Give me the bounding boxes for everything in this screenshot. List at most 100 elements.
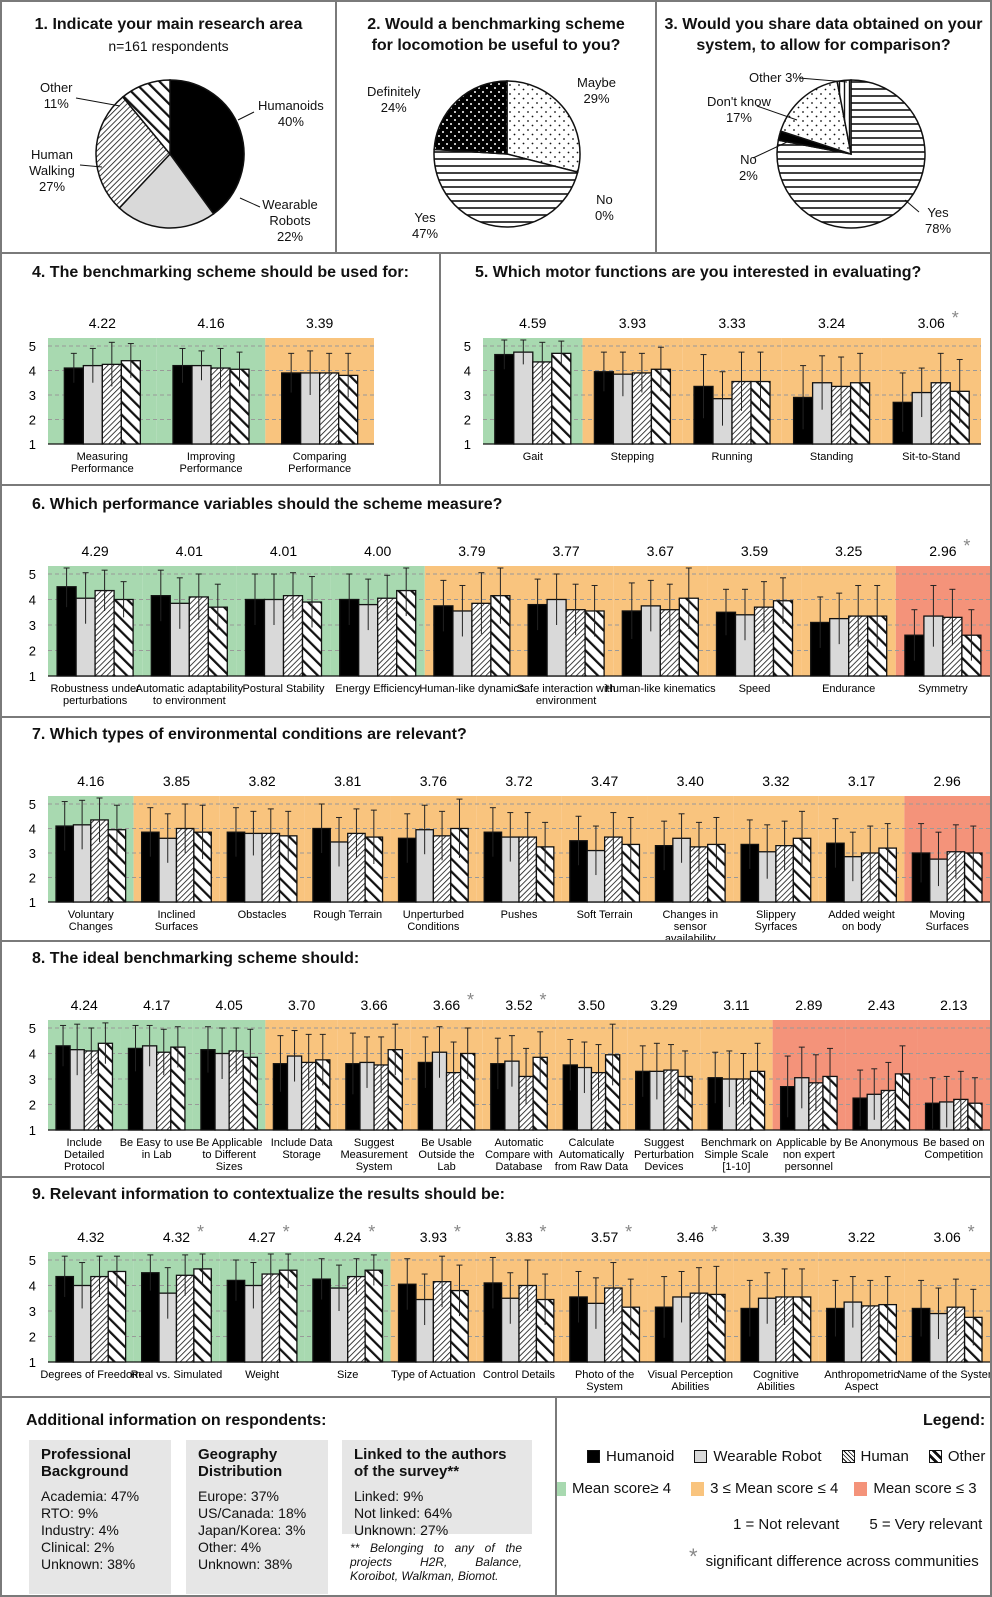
category-label: Suggest Perturbation Devices [634,1137,694,1173]
category-label: Sit-to-Stand [902,451,960,463]
mean-label: 4.01 [270,543,297,559]
significance-star: * [454,1222,461,1242]
significance-star: * [283,1222,290,1242]
linked-authors-box: Linked to the authors of the survey** Li… [342,1440,532,1538]
category-label: Human-like kinematics [605,683,716,695]
mean-label: 4.24 [71,997,98,1013]
mean-label: 2.13 [940,997,967,1013]
ideal-scheme-bar-chart: 1 2 3 4 5 4.24 Include Detailed Protocol 4.17 Be E… [29,990,990,1173]
pie-slice-maybe [506,80,581,174]
box-row: Industry: 4% [41,1522,119,1538]
pie-label-humanoids: Humanoids 40% [258,98,324,129]
y-tick-label: 5 [29,339,36,354]
legend-scale-high: 5 = Very relevant [869,1516,983,1533]
y-tick-label: 2 [29,413,36,428]
category-label: Applicable by non expert personnel [776,1137,842,1173]
mean-label: 3.93 [619,315,646,331]
y-tick-label: 4 [29,1279,36,1294]
panel-title: 7. Which types of environmental conditio… [32,726,467,743]
y-tick-label: 4 [29,1047,36,1062]
category-label: Standing [810,451,853,463]
legend-red: Mean score ≤ 3 [873,1480,977,1497]
mean-label: 3.29 [650,997,677,1013]
box-heading: Linked to the authors of the survey** [354,1446,507,1480]
box-row: Europe: 37% [198,1488,279,1504]
panel-usage: 4. The benchmarking scheme should be use… [0,252,441,486]
leader-line [756,105,798,121]
mean-label: 4.17 [143,997,170,1013]
box-row: Other: 4% [198,1539,262,1555]
legend-humanoid: Humanoid [606,1448,675,1465]
category-label: Robustness under perturbations [50,683,140,707]
leader-line [798,77,848,83]
pie-slice-definitely [433,80,508,155]
category-label: Endurance [822,683,875,695]
mean-label: 3.46 [677,1229,704,1245]
pie-slice-other [121,79,171,157]
y-tick-label: 1 [29,437,36,452]
box-row: Japan/Korea: 3% [198,1522,306,1538]
box-heading: Professional Background [41,1446,132,1480]
pie-slice-don-t-know [779,80,852,156]
category-label: Be Easy to use in Lab [120,1137,194,1161]
category-label: Moving Surfaces [925,909,969,933]
category-label: Human-like dynamics [419,683,525,695]
legend-human: Human [860,1448,909,1465]
mean-label: 3.52 [505,997,532,1013]
human-swatch [841,1450,855,1463]
pie-slice-yes [433,148,579,228]
usage-bar-chart: 1 2 3 4 5 4.22 Measuring Performance 4.16 Improvi… [29,315,374,475]
mean-label: 4.27 [248,1229,275,1245]
box-row: US/Canada: 18% [198,1505,307,1521]
mean-label: 2.43 [868,997,895,1013]
category-label: Added weight on body [828,909,895,933]
category-label: Cognitive Abilities [753,1369,799,1393]
pie-label-other: Other 11% [40,80,73,111]
legend-scale-row: 1 = Not relevant 5 = Very relevant [733,1516,982,1533]
legend-series-row: Humanoid Wearable Robot Human Other [587,1448,985,1465]
box-row: Not linked: 64% [354,1505,453,1521]
mean-label: 4.05 [216,997,243,1013]
legend-wearable: Wearable Robot [713,1448,822,1465]
mean-label: 3.17 [848,773,875,789]
significance-star: * [968,1222,975,1242]
humanoid-swatch [587,1450,600,1463]
category-label: Symmetry [918,683,968,695]
y-tick-label: 1 [29,669,36,684]
panel-title: 6. Which performance variables should th… [32,496,503,513]
category-label: Improving Performance [180,451,243,475]
y-tick-label: 1 [464,437,471,452]
mean-label: 4.32 [163,1229,190,1245]
data-sharing-pie [752,77,926,229]
mean-label: 3.66 [360,997,387,1013]
category-label: Inclined Surfaces [155,909,199,933]
mean-label: 3.81 [334,773,361,789]
y-tick-label: 2 [29,871,36,886]
mean-label: 2.89 [795,997,822,1013]
respondent-count: n=161 respondents [108,38,229,54]
mean-label: 3.70 [288,997,315,1013]
pie-label-yes: Yes 47% [412,210,439,241]
professional-background-box: Professional Background Academia: 47% RT… [29,1440,171,1594]
star-icon: * [689,1544,698,1569]
pie-slice-humanoids [169,79,245,215]
mean-label: 3.11 [723,997,749,1013]
category-label: Suggest Measurement System [340,1137,407,1173]
category-label: Pushes [501,909,538,921]
mean-label: 3.06 [934,1229,961,1245]
usefulness-pie [433,80,581,228]
leader-line [752,141,788,159]
leader-line [237,111,255,121]
y-tick-label: 3 [29,1304,36,1319]
mean-label: 3.72 [505,773,532,789]
panel-legend: Legend: Humanoid Wearable Robot Human Ot… [555,1396,992,1597]
category-label: Benchmark on Simple Scale [1-10] [701,1137,772,1173]
category-label: Rough Terrain [313,909,382,921]
significance-star: * [711,1222,718,1242]
leader-line [239,197,261,208]
leader-line [79,164,103,168]
pie-slice-wearable-robots [118,152,215,229]
y-tick-label: 2 [29,1098,36,1113]
mean-label: 4.59 [519,315,546,331]
box-row: Academia: 47% [41,1488,140,1504]
